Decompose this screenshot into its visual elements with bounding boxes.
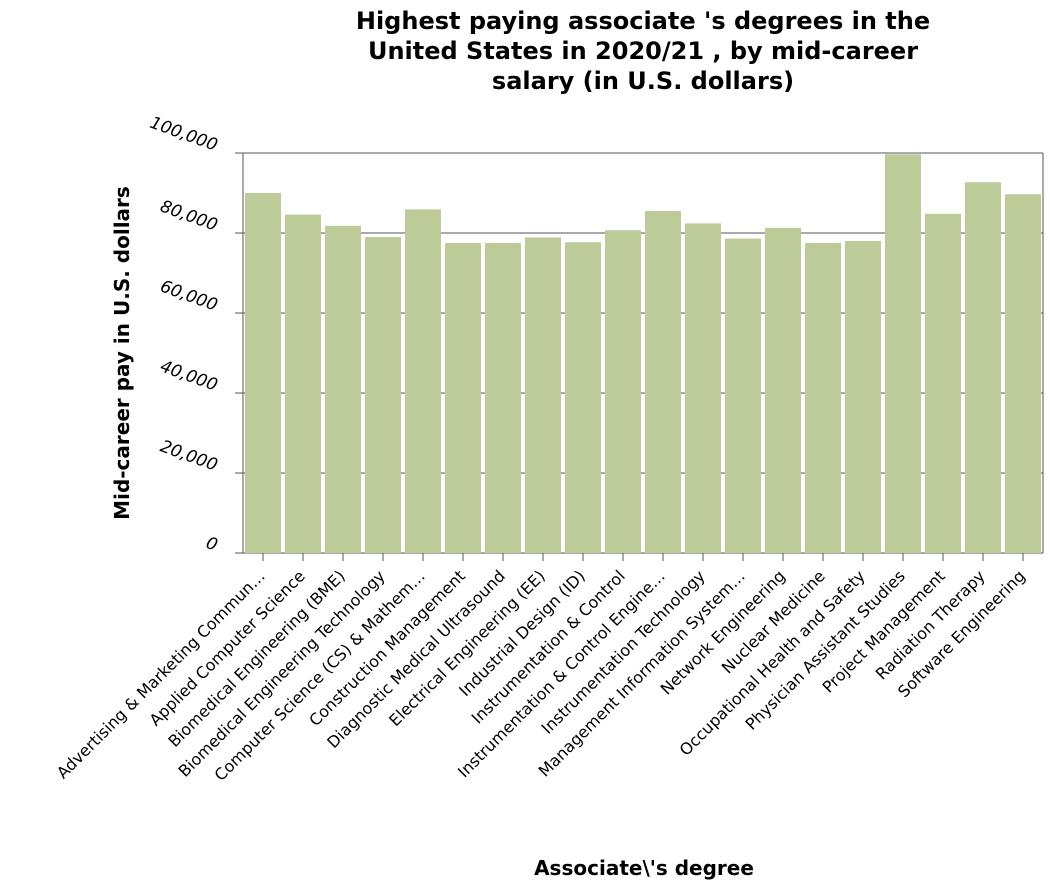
bar (885, 154, 921, 553)
chart-title-line-3: salary (in U.S. dollars) (492, 67, 794, 95)
y-tick-label: 80,000 (157, 197, 220, 236)
bars (245, 154, 1041, 554)
y-tick-label: 40,000 (157, 357, 220, 396)
bar (645, 211, 681, 553)
bar (805, 243, 841, 553)
y-tick-label: 60,000 (157, 277, 220, 316)
bar (845, 241, 881, 553)
bar (405, 209, 441, 553)
bar (765, 227, 801, 554)
bar (325, 225, 361, 554)
chart-title-line-1: Highest paying associate 's degrees in t… (356, 7, 930, 35)
bar (485, 243, 521, 553)
y-tick-label: 0 (203, 533, 220, 555)
y-tick-label: 100,000 (147, 113, 220, 156)
bar (965, 182, 1001, 553)
bar (925, 213, 961, 554)
bar (725, 238, 761, 553)
x-axis-title: Associate\'s degree (534, 856, 754, 880)
bar (445, 243, 481, 553)
bar (605, 230, 641, 553)
axes (242, 153, 1044, 561)
bar (685, 223, 721, 553)
chart-title-line-2: United States in 2020/21 , by mid-career (368, 37, 918, 65)
y-tick-labels: 0 20,000 40,000 60,000 80,000 100,000 (147, 113, 220, 556)
chart-title: Highest paying associate 's degrees in t… (356, 7, 930, 95)
bar (365, 237, 401, 553)
y-tick-label: 20,000 (157, 437, 220, 476)
bar (525, 237, 561, 553)
bar (565, 242, 601, 553)
y-axis-title: Mid-career pay in U.S. dollars (110, 186, 134, 520)
bar (1005, 194, 1041, 553)
bar (245, 193, 281, 553)
bar (285, 214, 321, 553)
x-tick-labels: Advertising & Marketing Commun…Applied C… (53, 566, 1029, 784)
